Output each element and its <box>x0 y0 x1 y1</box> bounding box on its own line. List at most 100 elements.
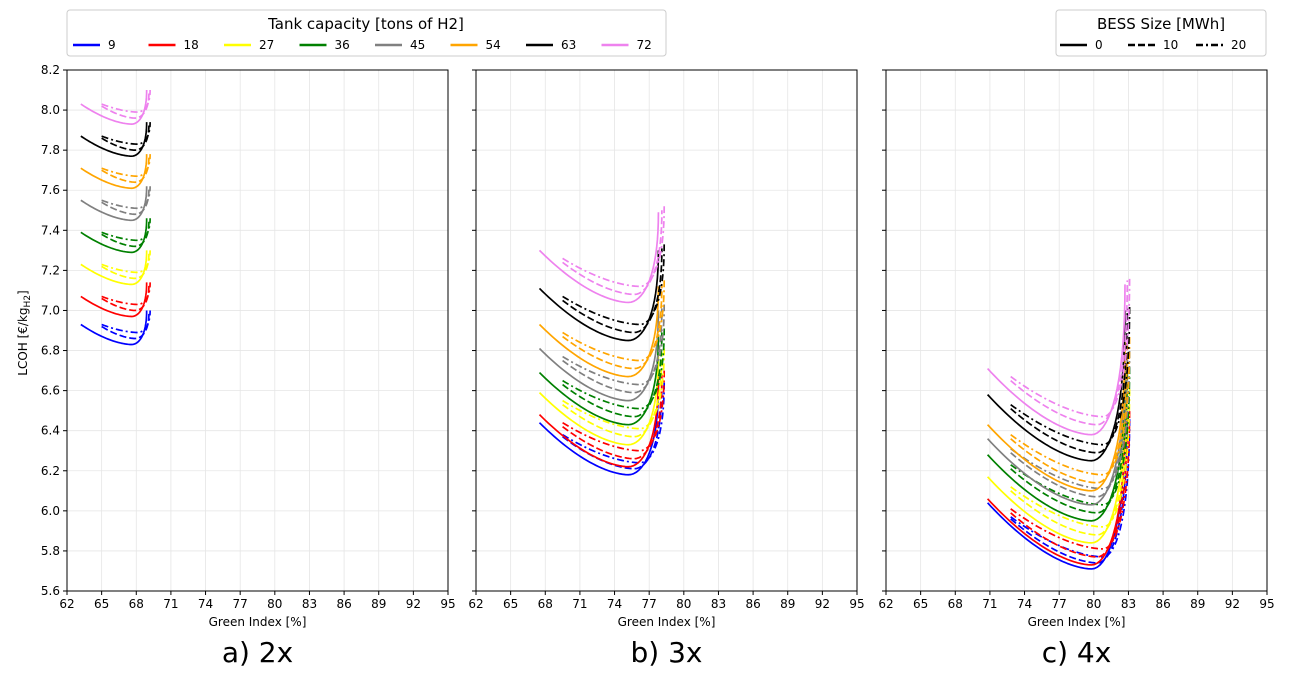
y-tick-label: 7.2 <box>41 263 60 277</box>
series-line-tank-72-bess-10 <box>562 210 663 296</box>
y-axis-label: LCOH [€/kgH2] <box>16 290 33 375</box>
grid-lines <box>475 69 858 592</box>
legend-tank-frame <box>66 9 667 57</box>
legend-tank-label-63: 63 <box>561 38 576 52</box>
series-line-tank-27-bess-20 <box>562 348 666 430</box>
series-line-tank-63-bess-0 <box>986 310 1126 462</box>
y-tick-label: 7.6 <box>41 183 60 197</box>
x-tick-label: 71 <box>982 597 997 611</box>
x-tick-label: 86 <box>1155 597 1170 611</box>
legend-tank-capacity: Tank capacity [tons of H2] 9 18 27 36 45 54 63… <box>66 9 667 57</box>
series-line-tank-63-bess-10 <box>101 124 150 151</box>
series-line-tank-54-bess-10 <box>1010 338 1129 484</box>
series-line-tank-27-bess-10 <box>1010 390 1129 536</box>
panel-label: a) 2x <box>222 636 293 669</box>
series-line-tank-45-bess-20 <box>101 186 151 210</box>
series-line-tank-63-bess-10 <box>1010 308 1129 454</box>
x-tick-label: 68 <box>538 597 553 611</box>
x-tick-label: 77 <box>642 597 657 611</box>
series-line-tank-54-bess-0 <box>986 340 1126 492</box>
x-axis: 62 65 68 71 74 77 80 83 86 89 92 95 <box>468 591 865 611</box>
x-tick-label: 77 <box>233 597 248 611</box>
x-tick-label: 86 <box>745 597 760 611</box>
series-line-tank-72-bess-0 <box>538 212 660 304</box>
x-tick-label: 68 <box>948 597 963 611</box>
legend-tank-label-9: 9 <box>108 38 116 52</box>
series-line-tank-9-bess-0 <box>538 384 660 476</box>
legend-bess-label-0: 0 <box>1095 38 1103 52</box>
x-tick-label: 86 <box>336 597 351 611</box>
legend-tank-label-72: 72 <box>637 38 652 52</box>
x-tick-label: 77 <box>1052 597 1067 611</box>
series-line-tank-72-bess-0 <box>986 284 1126 436</box>
series-line-tank-9-bess-20 <box>562 382 666 464</box>
y-axis-label-main: LCOH [€/kg <box>16 307 30 375</box>
series-line-tank-54-bess-10 <box>101 156 150 184</box>
y-tick-label: 8.0 <box>41 103 60 117</box>
x-tick-label: 71 <box>163 597 178 611</box>
series-line-tank-72-bess-0 <box>80 90 148 125</box>
x-tick-label: 83 <box>302 597 317 611</box>
x-axis-label: Green Index [%] <box>618 615 716 629</box>
series-lines <box>80 90 151 346</box>
y-tick-label: 7.4 <box>41 223 60 237</box>
panel-3: 62 65 68 71 74 77 80 83 86 89 92 95 Green Index [%] c… <box>878 69 1275 669</box>
y-tick-label: 6.6 <box>41 384 60 398</box>
series-line-tank-36-bess-10 <box>101 220 150 248</box>
y-tick-label: 6.8 <box>41 344 60 358</box>
legend-bess-label-10: 10 <box>1163 38 1178 52</box>
legend-tank-entries: 9 18 27 36 45 54 63 72 <box>73 38 652 52</box>
series-line-tank-45-bess-0 <box>80 186 148 222</box>
series-line-tank-63-bess-20 <box>1010 304 1131 446</box>
series-line-tank-72-bess-10 <box>1010 280 1129 426</box>
y-tick-label: 6.2 <box>41 464 60 478</box>
series-line-tank-18-bess-0 <box>986 414 1126 566</box>
series-line-tank-72-bess-20 <box>1010 276 1131 418</box>
panel-1: 62 65 68 71 74 77 80 83 86 89 92 95 5.6 5.8 6.0 6.2 6.4 6… <box>41 63 456 669</box>
x-tick-label: 74 <box>607 597 622 611</box>
series-line-tank-54-bess-20 <box>101 154 151 178</box>
series-line-tank-63-bess-0 <box>538 250 660 342</box>
y-tick-label: 5.8 <box>41 544 60 558</box>
legend-bess-size: BESS Size [MWh] 0 10 20 <box>1055 9 1267 57</box>
axes-frame <box>66 69 449 592</box>
series-line-tank-45-bess-0 <box>538 310 660 402</box>
y-axis: 5.6 5.8 6.0 6.2 6.4 6.6 6.8 7.0 7.2 7.4 7.6 7.8 8.0 8… <box>41 63 67 598</box>
series-line-tank-36-bess-10 <box>562 332 663 418</box>
x-tick-label: 92 <box>815 597 830 611</box>
series-line-tank-54-bess-0 <box>538 286 660 378</box>
series-line-tank-27-bess-10 <box>562 352 663 438</box>
x-tick-label: 62 <box>59 597 74 611</box>
legend-bess-entries: 0 10 20 <box>1060 38 1246 52</box>
x-axis-label: Green Index [%] <box>1028 615 1126 629</box>
x-tick-label: 89 <box>1190 597 1205 611</box>
x-tick-label: 92 <box>406 597 421 611</box>
y-axis-label-end: ] <box>16 290 30 295</box>
series-line-tank-63-bess-10 <box>562 248 663 334</box>
series-line-tank-9-bess-0 <box>986 418 1126 570</box>
series-line-tank-27-bess-20 <box>1010 386 1131 528</box>
series-line-tank-27-bess-0 <box>538 354 660 446</box>
y-tick-label: 7.8 <box>41 143 60 157</box>
series-line-tank-63-bess-20 <box>101 122 151 145</box>
x-tick-label: 95 <box>1259 597 1274 611</box>
series-line-tank-45-bess-10 <box>101 188 150 216</box>
series-line-tank-18-bess-20 <box>101 282 151 306</box>
series-line-tank-54-bess-10 <box>562 284 663 370</box>
x-axis: 62 65 68 71 74 77 80 83 86 89 92 95 <box>59 591 456 611</box>
series-line-tank-54-bess-0 <box>80 154 148 190</box>
series-line-tank-45-bess-20 <box>562 304 666 386</box>
series-line-tank-45-bess-20 <box>1010 348 1131 490</box>
series-line-tank-9-bess-20 <box>1010 416 1131 558</box>
legend-tank-label-36: 36 <box>335 38 350 52</box>
x-tick-label: 80 <box>1086 597 1101 611</box>
x-tick-label: 68 <box>129 597 144 611</box>
series-line-tank-18-bess-10 <box>562 374 663 460</box>
x-tick-label: 62 <box>468 597 483 611</box>
grid-lines <box>885 69 1268 592</box>
x-tick-label: 74 <box>1017 597 1032 611</box>
legend-tank-title: Tank capacity [tons of H2] <box>267 15 464 33</box>
series-line-tank-18-bess-20 <box>562 370 666 452</box>
axes-frame <box>475 69 858 592</box>
